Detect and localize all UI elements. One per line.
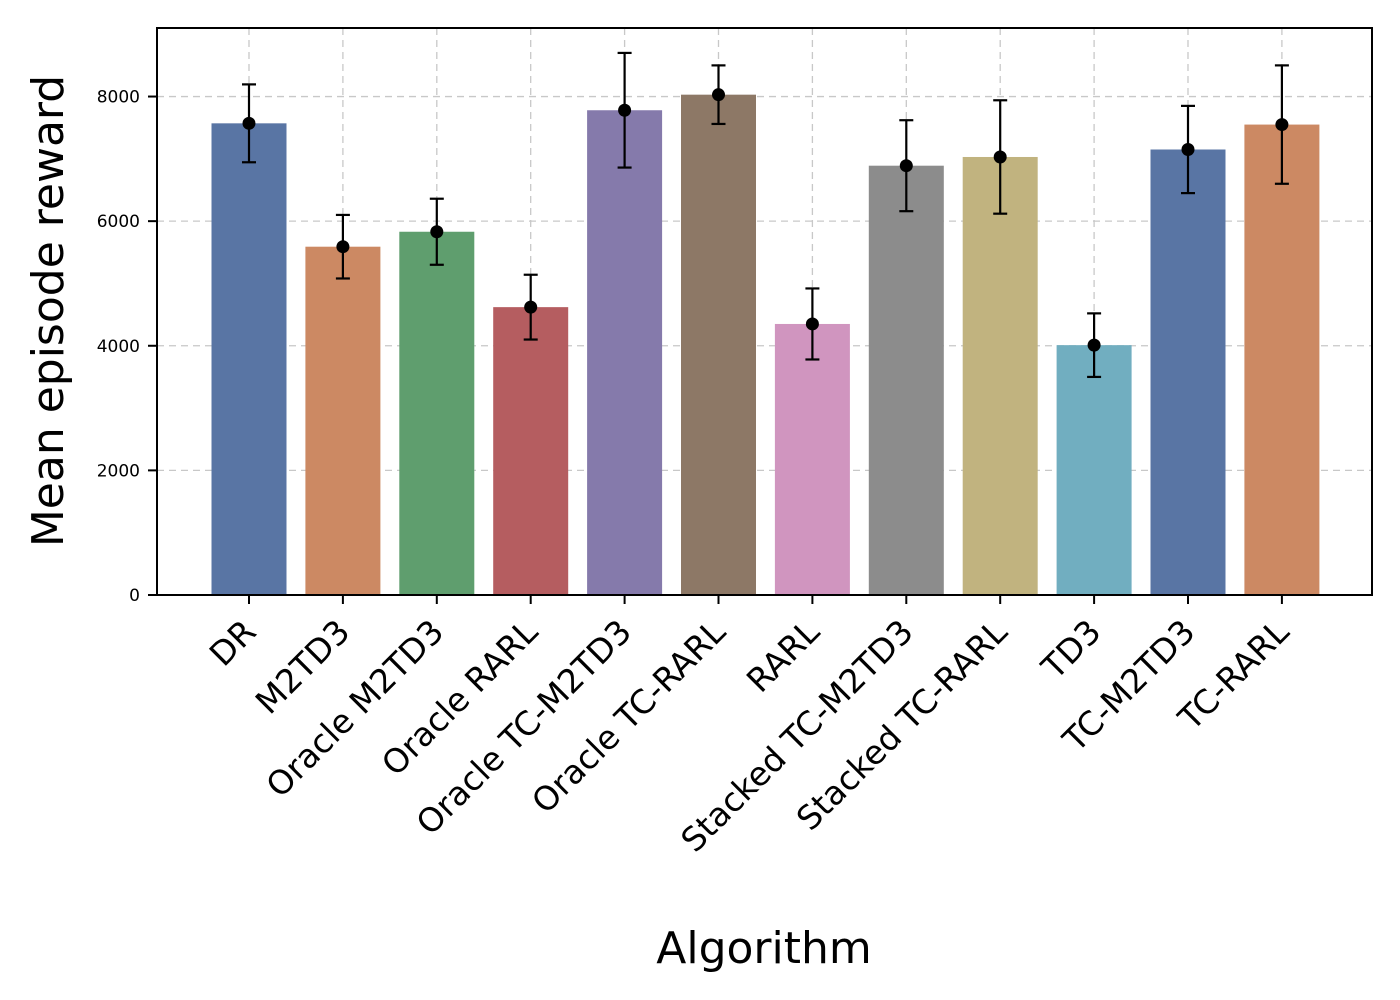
bar (962, 156, 1038, 595)
mean-point (336, 240, 350, 254)
x-tick-label: DR (202, 612, 264, 674)
bar (1056, 345, 1132, 595)
y-tick-label: 0 (129, 586, 140, 606)
mean-point (618, 103, 632, 117)
mean-point (1087, 338, 1101, 352)
bar (774, 323, 850, 595)
y-tick-label: 2000 (97, 461, 140, 481)
bar (1150, 149, 1226, 595)
mean-point (712, 88, 725, 102)
mean-point (242, 116, 256, 130)
y-tick-label: 8000 (97, 88, 140, 108)
x-axis-title: Algorithm (656, 923, 872, 974)
bar (1244, 124, 1320, 596)
x-tick-label: TD3 (1033, 612, 1108, 687)
y-axis-ticks: 0 2000 4000 6000 8000 (97, 88, 157, 606)
mean-point (430, 225, 444, 239)
mean-point (1275, 118, 1289, 132)
mean-point (1181, 143, 1195, 156)
y-axis-title: Mean episode reward (23, 75, 74, 547)
mean-point (524, 300, 538, 314)
y-tick-label: 6000 (97, 212, 140, 232)
x-tick-label: RARL (739, 611, 827, 699)
error-bars (242, 51, 1289, 379)
bar (681, 94, 756, 596)
y-tick-label: 4000 (97, 337, 140, 357)
bar (493, 307, 569, 595)
mean-point (805, 317, 819, 331)
bar (305, 246, 381, 595)
bar (868, 165, 944, 595)
bar (211, 123, 287, 595)
bar (399, 231, 475, 595)
plot-frame (156, 27, 1373, 596)
bar (587, 110, 663, 595)
mean-point (993, 150, 1007, 164)
mean-point (899, 159, 913, 173)
bars (211, 94, 1320, 596)
